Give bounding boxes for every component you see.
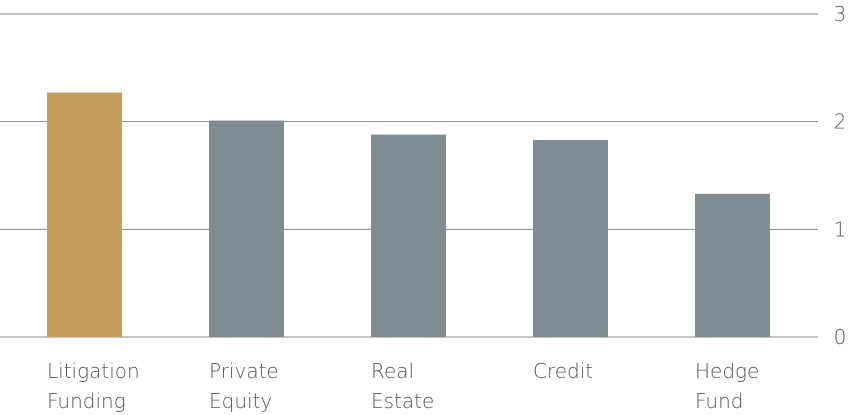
y-tick-label: 1	[834, 217, 847, 241]
bar	[47, 92, 122, 337]
y-tick-label: 3	[834, 2, 847, 26]
x-tick-label: Credit	[533, 359, 593, 383]
x-tick-label: Hedge Fund	[695, 359, 759, 413]
bar	[371, 134, 446, 337]
x-tick-label: Private Equity	[209, 359, 279, 413]
y-tick-label: 2	[834, 110, 847, 134]
bar	[209, 120, 284, 337]
x-tick-label: Litigation Funding	[47, 359, 140, 413]
bar	[695, 193, 770, 337]
x-tick-label: Real Estate	[371, 359, 434, 413]
y-tick-label: 0	[834, 325, 847, 349]
bar	[533, 139, 608, 337]
